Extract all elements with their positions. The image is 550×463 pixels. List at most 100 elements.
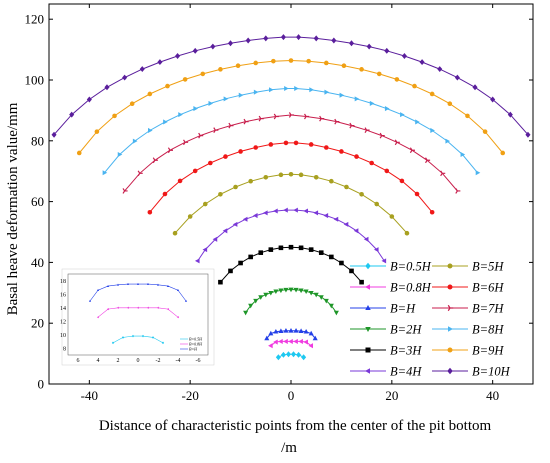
legend-item: B=10H <box>432 365 511 379</box>
inset-series-line <box>112 335 164 344</box>
x-axis-title-line2: /m <box>281 440 297 456</box>
data-point <box>455 188 461 194</box>
inset-legend-label: B=H <box>189 347 198 352</box>
x-tick-label: 0 <box>288 388 295 403</box>
series-line <box>245 288 337 313</box>
data-point <box>151 336 155 339</box>
data-point <box>268 142 274 147</box>
data-point <box>258 295 264 300</box>
y-tick-label: 0 <box>38 377 45 392</box>
data-point <box>308 247 314 252</box>
data-point <box>288 171 294 177</box>
data-point <box>303 328 309 334</box>
data-point <box>323 298 329 304</box>
legend-item: B=4H <box>350 365 422 379</box>
legend-label: B=10H <box>472 365 511 379</box>
data-point <box>233 184 238 190</box>
series-11 <box>51 34 531 138</box>
data-point <box>253 60 259 66</box>
y-tick-label: 120 <box>25 12 45 27</box>
data-point <box>210 43 216 50</box>
data-point <box>365 284 370 290</box>
data-point <box>146 282 150 285</box>
data-point <box>104 84 110 91</box>
data-point <box>243 310 249 316</box>
data-point <box>76 150 82 156</box>
data-point <box>365 347 371 353</box>
data-point <box>268 290 274 296</box>
legend-label: B=0.5H <box>390 260 432 274</box>
data-point <box>223 154 228 159</box>
x-axis-title-line1: Distance of characteristic points from t… <box>99 418 492 434</box>
data-point <box>198 132 204 139</box>
data-point <box>359 192 364 197</box>
data-point <box>298 328 304 333</box>
data-point <box>258 250 264 255</box>
x-axis-title: Distance of characteristic points from t… <box>99 418 492 456</box>
data-point <box>176 289 180 291</box>
data-point <box>354 96 360 102</box>
x-tick-label: 40 <box>486 388 499 403</box>
data-point <box>253 145 259 150</box>
data-point <box>218 279 223 285</box>
data-point <box>227 40 234 47</box>
data-point <box>264 335 270 341</box>
legend-label: B=H <box>390 302 416 316</box>
data-point <box>238 92 244 98</box>
y-axis-title: Basal heave deformation value/mm <box>5 102 21 315</box>
data-point <box>194 258 200 264</box>
data-point <box>323 60 329 66</box>
data-point <box>147 91 153 97</box>
data-point <box>213 127 219 134</box>
data-point <box>278 328 284 333</box>
data-point <box>389 214 395 219</box>
data-point <box>278 172 284 178</box>
inset-series-1 <box>96 306 179 319</box>
data-point <box>365 262 371 270</box>
data-point <box>51 131 57 138</box>
data-point <box>293 338 298 344</box>
data-point <box>419 59 425 66</box>
data-point <box>284 85 289 92</box>
data-point <box>349 122 355 129</box>
data-point <box>285 351 292 358</box>
data-point <box>88 299 92 302</box>
data-point <box>273 339 278 345</box>
data-point <box>242 216 248 222</box>
data-point <box>167 147 173 154</box>
legend-item: B=0.8H <box>350 281 432 295</box>
data-point <box>348 40 355 47</box>
series-line <box>104 88 478 174</box>
data-point <box>318 250 324 255</box>
data-point <box>268 87 274 93</box>
data-point <box>253 298 259 304</box>
inset-background <box>61 268 215 366</box>
data-point <box>454 74 460 81</box>
data-point <box>178 112 183 118</box>
data-point <box>376 71 382 77</box>
data-point <box>447 263 453 269</box>
data-point <box>308 330 314 336</box>
data-point <box>339 260 344 266</box>
data-point <box>341 63 347 69</box>
series-line <box>149 142 433 213</box>
data-point <box>200 71 206 77</box>
data-point <box>500 150 506 156</box>
data-point <box>490 96 496 103</box>
data-point <box>343 221 349 227</box>
data-point <box>141 334 145 338</box>
data-point <box>152 157 158 164</box>
data-point <box>324 89 330 95</box>
data-point <box>263 174 269 180</box>
data-point <box>86 96 92 103</box>
data-point <box>132 138 138 144</box>
data-point <box>381 258 387 264</box>
data-point <box>447 367 453 375</box>
data-point <box>288 112 294 118</box>
data-point <box>328 303 334 309</box>
data-point <box>429 209 435 215</box>
data-point <box>122 188 128 194</box>
legend-label: B=9H <box>472 344 504 358</box>
data-point <box>384 47 390 54</box>
inset-chart: 6 4 2 0 -2 -4 -6 8 10 12 14 16 18 B=0.5HB=0.8HB=H <box>60 268 215 366</box>
